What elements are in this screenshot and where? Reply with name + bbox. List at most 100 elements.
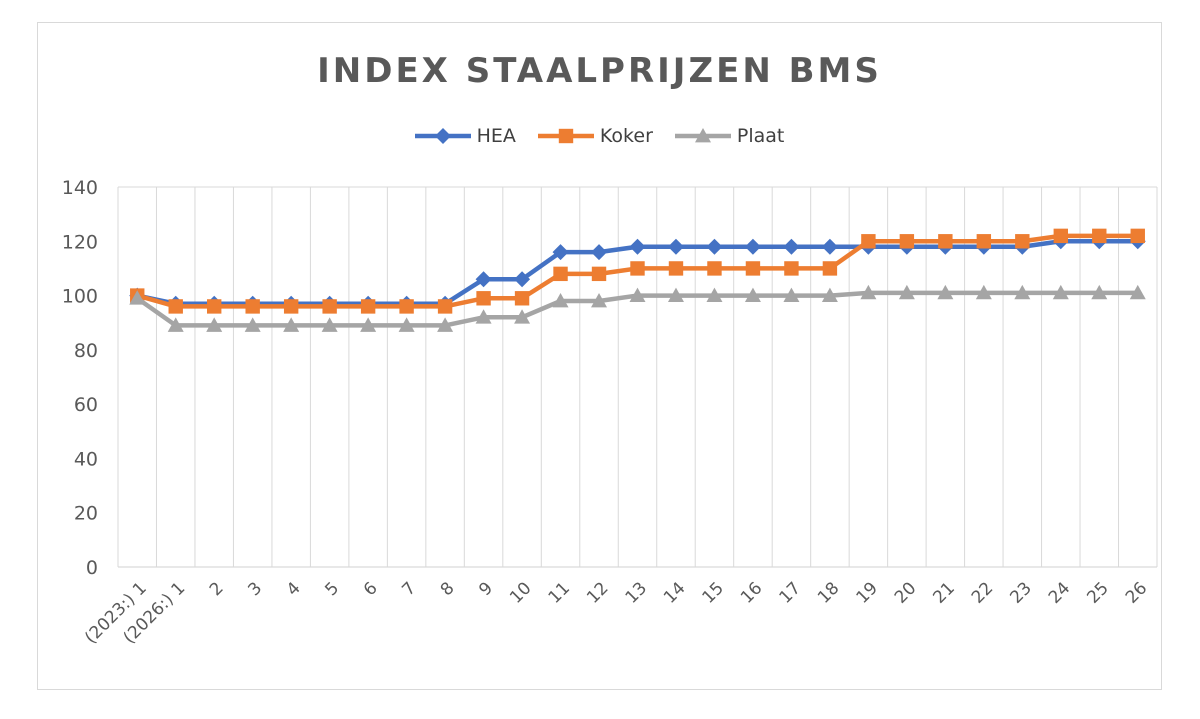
data-point (475, 309, 492, 324)
data-point (938, 234, 953, 249)
x-tick-label: 23 (1006, 578, 1035, 607)
y-tick-label: 0 (86, 557, 98, 579)
data-point (206, 317, 223, 332)
x-tick-label: 5 (321, 578, 343, 600)
data-point (706, 287, 723, 302)
data-point (283, 317, 300, 332)
x-tick-label: 2 (206, 578, 228, 600)
data-point (283, 299, 299, 314)
series-koker (130, 228, 1145, 314)
x-tick-label: 7 (398, 578, 420, 600)
x-tick-label: 12 (583, 578, 612, 607)
data-point (552, 244, 569, 261)
legend-label: Plaat (736, 125, 785, 147)
data-point (129, 290, 146, 305)
x-tick-label: 3 (244, 578, 266, 600)
x-tick-label: 26 (1122, 578, 1151, 607)
data-point (476, 291, 491, 306)
data-point (822, 261, 838, 276)
x-tick-label: 15 (699, 578, 728, 607)
data-point (398, 317, 415, 332)
data-point (860, 284, 877, 300)
x-tick-label: 14 (660, 578, 689, 607)
x-tick-label: 22 (968, 578, 997, 607)
data-point (1092, 228, 1107, 244)
data-point (437, 299, 453, 314)
data-point (360, 299, 376, 314)
legend-label: HEA (476, 125, 516, 147)
data-point (437, 317, 454, 332)
x-tick-label: 10 (506, 578, 535, 607)
x-tick-label: 24 (1045, 578, 1074, 607)
legend-item-koker: Koker (537, 125, 653, 147)
y-tick-label: 20 (74, 503, 98, 525)
y-tick-label: 60 (74, 394, 98, 416)
data-point (360, 317, 377, 332)
data-point (322, 299, 337, 314)
data-point (207, 299, 222, 314)
data-point (553, 266, 568, 282)
data-point (552, 293, 569, 308)
data-point (168, 299, 183, 314)
y-tick-label: 80 (74, 340, 98, 362)
y-tick-label: 40 (74, 448, 98, 470)
y-tick-label: 120 (62, 231, 98, 253)
data-point (821, 238, 838, 255)
chart-title: INDEX STAALPRIJZEN BMS (317, 51, 882, 91)
data-point (744, 287, 761, 302)
data-point (783, 287, 800, 302)
x-tick-label: 16 (737, 578, 766, 607)
x-tick-label: 9 (475, 578, 497, 600)
data-point (1130, 228, 1145, 244)
data-point (558, 128, 574, 144)
data-point (591, 266, 607, 282)
x-tick-label: 25 (1083, 578, 1112, 607)
data-point (514, 271, 531, 288)
x-tick-label: 6 (360, 578, 382, 600)
x-tick-label: 8 (437, 578, 459, 600)
data-point (167, 317, 184, 332)
data-point (475, 271, 492, 288)
data-point (707, 261, 722, 276)
data-point (629, 287, 646, 302)
series-plaat (129, 284, 1146, 332)
data-point (667, 287, 684, 302)
data-point (744, 238, 761, 255)
data-point (1014, 284, 1031, 300)
data-point (1015, 234, 1030, 249)
x-tick-label: 21 (929, 578, 958, 607)
data-point (861, 234, 876, 249)
data-point (937, 284, 954, 300)
data-point (975, 284, 992, 300)
data-point (821, 287, 838, 302)
legend: HEA Koker Plaat (38, 125, 1161, 147)
data-point (514, 309, 531, 324)
x-tick-label: 20 (891, 578, 920, 607)
legend-label: Koker (599, 125, 653, 147)
x-tick-label: 18 (814, 578, 843, 607)
x-tick-label: 17 (776, 578, 805, 607)
data-point (706, 238, 723, 255)
data-point (668, 261, 684, 276)
data-point (784, 261, 799, 276)
data-point (629, 238, 646, 255)
data-point (667, 238, 684, 255)
data-point (244, 317, 261, 332)
data-point (1053, 228, 1068, 244)
data-point (399, 299, 414, 314)
x-tick-label: 19 (852, 578, 881, 607)
x-tick-label: 13 (622, 578, 651, 607)
data-point (514, 291, 530, 306)
data-point (898, 284, 915, 300)
data-point (976, 234, 992, 249)
data-point (1052, 284, 1069, 300)
legend-swatch (414, 128, 471, 144)
data-point (630, 261, 645, 276)
legend-swatch (674, 128, 731, 143)
y-tick-label: 100 (62, 286, 98, 308)
data-point (694, 128, 711, 143)
data-point (245, 299, 260, 314)
data-point (321, 317, 338, 332)
data-point (1091, 284, 1108, 300)
